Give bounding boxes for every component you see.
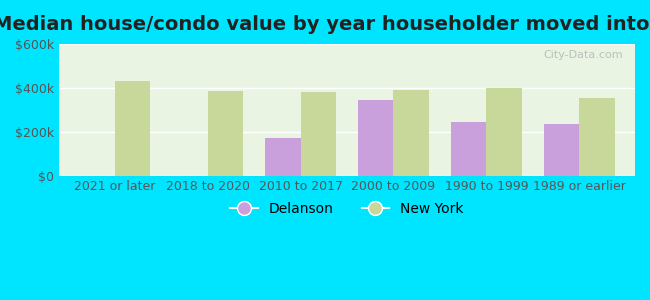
Bar <box>544 124 579 176</box>
Bar <box>579 98 614 176</box>
Bar <box>300 92 336 176</box>
Bar <box>207 91 243 176</box>
Bar <box>358 100 393 176</box>
Bar <box>486 88 522 176</box>
Bar <box>115 81 150 176</box>
Bar <box>265 138 300 176</box>
Legend: Delanson, New York: Delanson, New York <box>224 196 469 221</box>
Bar <box>451 122 486 176</box>
Text: City-Data.com: City-Data.com <box>544 50 623 61</box>
Bar <box>393 90 429 176</box>
Title: Median house/condo value by year householder moved into unit: Median house/condo value by year househo… <box>0 15 650 34</box>
